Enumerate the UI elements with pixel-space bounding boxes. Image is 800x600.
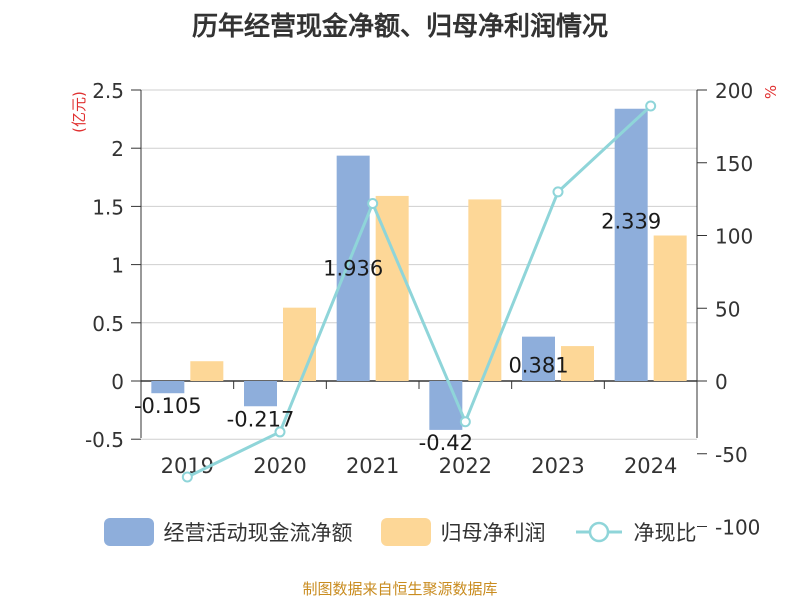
y-right-tick-label: -50 [715,443,748,467]
data-label-cash-flow: -0.217 [227,407,295,431]
y-right-unit-label: % [762,85,780,99]
axes: -0.5 0 0.5 1 1.5 2 2.5 -100 -50 0 50 100 150 200 (亿元)%… [70,79,780,540]
bar-net-profit [283,307,316,381]
ratio-point [181,471,193,483]
x-tick-label: 2020 [253,454,306,478]
y-left-tick-label: 1.5 [92,195,124,219]
bar-net-profit [190,361,224,381]
bar-cash-flow [244,381,277,407]
legend-item-ratio[interactable]: 净现比 [574,517,697,547]
x-tick-label: 2023 [531,454,584,478]
data-label-cash-flow: 1.936 [323,257,383,281]
ratio-point [459,416,471,428]
legend-item-net-profit[interactable]: 归母净利润 [380,517,546,547]
data-label-cash-flow: 2.339 [601,210,661,234]
data-labels: -0.105 -0.217 1.936 -0.42 0.381 2.339 [134,210,661,455]
legend-label-ratio: 净现比 [633,521,697,545]
y-left-tick-label: 0.5 [92,312,124,336]
legend-swatch-ratio [575,521,622,543]
bar-cash-flow [522,336,555,381]
bar-cash-flow [336,155,370,381]
bar-cash-flow [614,108,648,381]
ratio-point [367,197,379,209]
ratio-line [181,100,657,483]
bar-net-profit [653,235,687,381]
legend-label-net-profit: 归母净利润 [440,521,546,545]
legend: 经营活动现金流净额 归母净利润 净现比 [0,517,800,547]
x-tick-label: 2024 [624,454,677,478]
ratio-point [552,186,564,198]
y-right-tick-label: 200 [715,79,753,103]
data-label-cash-flow: 0.381 [508,354,568,378]
legend-label-cash-flow: 经营活动现金流净额 [163,521,353,545]
x-tick-label: 2021 [346,454,399,478]
data-label-cash-flow: -0.105 [134,394,202,418]
y-left-tick-label: 2 [111,137,124,161]
y-right-tick-label: 0 [715,370,728,394]
y-right-tick-label: -100 [715,516,760,540]
ratio-line-path [186,104,652,479]
source-footer: 制图数据来自恒生聚源数据库 [302,580,498,598]
x-tick-label: 2022 [439,454,492,478]
y-left-tick-label: 2.5 [92,79,124,103]
chart-title: 历年经营现金净额、归母净利润情况 [191,12,608,42]
bar-net-profit [561,346,594,381]
ratio-point [645,100,657,112]
data-label-cash-flow: -0.42 [419,431,473,455]
y-left-tick-label: 1 [111,254,124,278]
y-left-tick-label: -0.5 [85,428,124,452]
y-left-unit-label: (亿元) [70,91,88,133]
y-left-tick-label: 0 [111,370,124,394]
bars [151,108,687,430]
y-right-tick-label: 150 [715,152,753,176]
legend-swatch-cash-flow [103,518,154,546]
bar-cash-flow [151,381,185,394]
y-right-tick-label: 100 [715,225,753,249]
legend-item-cash-flow[interactable]: 经营活动现金流净额 [103,517,353,547]
bar-net-profit [468,199,502,381]
grid-lines [141,89,697,440]
legend-swatch-net-profit [380,518,431,546]
ratio-point [274,426,286,438]
y-right-tick-label: 50 [715,297,740,321]
